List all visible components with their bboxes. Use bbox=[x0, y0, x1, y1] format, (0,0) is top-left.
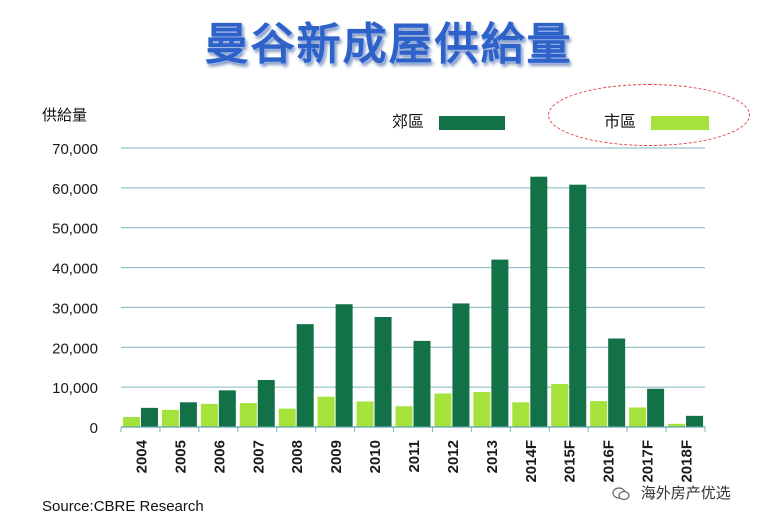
bar-city bbox=[122, 417, 140, 427]
wechat-icon bbox=[612, 486, 630, 501]
legend-item-suburb: 郊區 bbox=[392, 108, 506, 132]
bar-suburb bbox=[491, 259, 509, 427]
bar-suburb bbox=[179, 402, 197, 427]
y-tick-label: 0 bbox=[90, 420, 98, 437]
brand-watermark: 海外房产优选 bbox=[612, 482, 731, 503]
x-tick-label: 2008 bbox=[289, 440, 306, 473]
bar-city bbox=[590, 401, 608, 427]
x-tick-label: 2006 bbox=[211, 440, 228, 473]
legend-swatch-suburb bbox=[439, 115, 506, 130]
legend-item-city: 市區 bbox=[604, 108, 710, 132]
bar-suburb bbox=[530, 176, 548, 427]
bar-city bbox=[629, 407, 647, 427]
y-tick-label: 70,000 bbox=[52, 141, 98, 158]
bar-city bbox=[200, 403, 218, 427]
x-tick-label: 2018F bbox=[679, 440, 696, 483]
bar-city bbox=[395, 406, 413, 427]
chart-title: 曼谷新成屋供給量 bbox=[204, 19, 573, 70]
bar-city bbox=[473, 391, 491, 427]
bar-city bbox=[161, 409, 179, 427]
bar-suburb bbox=[647, 388, 665, 427]
highlight-ellipse bbox=[548, 84, 750, 146]
bar-suburb bbox=[140, 407, 158, 427]
x-tick-label: 2011 bbox=[406, 440, 423, 473]
x-tick-label: 2017F bbox=[640, 440, 657, 483]
x-tick-label: 2009 bbox=[328, 440, 345, 473]
bar-city bbox=[551, 383, 569, 427]
bar-city bbox=[278, 408, 296, 427]
x-tick-label: 2016F bbox=[601, 440, 618, 483]
bar-suburb bbox=[335, 304, 353, 427]
bar-city bbox=[356, 401, 374, 427]
brand-text: 海外房产优选 bbox=[640, 484, 731, 502]
legend-label-suburb: 郊區 bbox=[392, 112, 425, 131]
bar-city bbox=[512, 402, 530, 427]
bar-suburb bbox=[569, 184, 587, 427]
bar-suburb bbox=[374, 316, 392, 427]
legend-label-city: 市區 bbox=[604, 112, 637, 131]
bar-suburb bbox=[257, 379, 275, 427]
bar-city bbox=[668, 423, 686, 427]
x-tick-label: 2010 bbox=[367, 440, 384, 473]
legend-swatch-city bbox=[651, 115, 710, 130]
bar-suburb bbox=[608, 338, 626, 427]
x-tick-label: 2005 bbox=[172, 440, 189, 473]
bar-city bbox=[239, 403, 257, 427]
bar-suburb bbox=[413, 340, 431, 427]
y-tick-label: 20,000 bbox=[52, 340, 98, 357]
bar-suburb bbox=[218, 390, 236, 427]
bar-city bbox=[434, 393, 452, 427]
bar-suburb bbox=[686, 415, 704, 427]
x-tick-label: 2007 bbox=[250, 440, 267, 473]
y-tick-label: 10,000 bbox=[52, 380, 98, 397]
y-tick-label: 60,000 bbox=[52, 181, 98, 198]
x-tick-label: 2013 bbox=[484, 440, 501, 473]
x-tick-label: 2012 bbox=[445, 440, 462, 473]
y-tick-label: 40,000 bbox=[52, 261, 98, 278]
x-tick-label: 2015F bbox=[562, 440, 579, 483]
bar-suburb bbox=[296, 324, 314, 427]
x-tick-label: 2014F bbox=[523, 440, 540, 483]
bar-suburb bbox=[452, 303, 470, 427]
bar-city bbox=[317, 396, 335, 427]
x-tick-label: 2004 bbox=[133, 439, 150, 473]
y-axis-label: 供給量 bbox=[42, 106, 88, 124]
source-note: Source:CBRE Research bbox=[42, 498, 204, 515]
y-tick-label: 50,000 bbox=[52, 221, 98, 238]
y-tick-label: 30,000 bbox=[52, 300, 98, 317]
